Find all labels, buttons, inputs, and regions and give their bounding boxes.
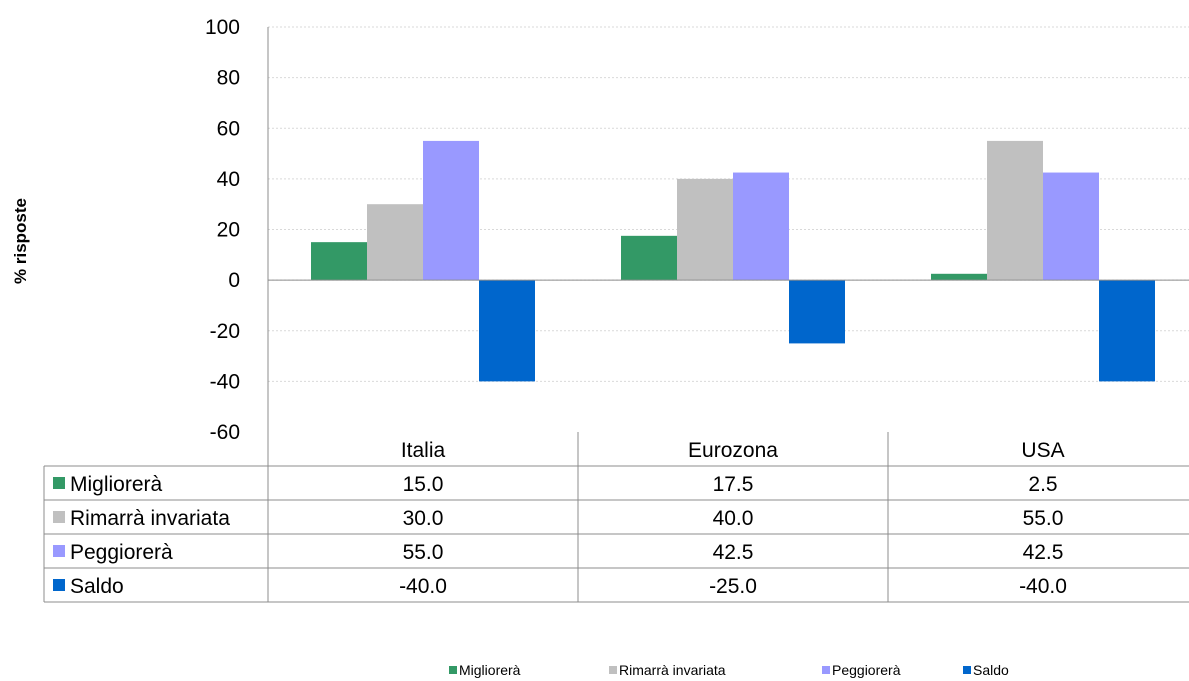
row-label: Saldo (70, 575, 124, 598)
bar-saldo-italia (479, 280, 535, 382)
legend-label: Migliorerà (459, 662, 521, 678)
bar-migliorer--eurozona (621, 235, 677, 281)
legend-key (449, 666, 457, 674)
row-legend-key (53, 477, 65, 489)
y-tick-label: 80 (217, 67, 240, 90)
bar-peggiorer--italia (423, 140, 479, 281)
row-legend-key (53, 511, 65, 523)
legend-key (609, 666, 617, 674)
y-tick-label: 40 (217, 168, 240, 191)
y-tick-label: -60 (210, 421, 240, 444)
data-label: 2.5 (1028, 473, 1057, 496)
data-label: 42.5 (713, 541, 754, 564)
data-label: -25.0 (709, 575, 757, 598)
category-label: Eurozona (688, 439, 778, 462)
y-tick-label: 0 (228, 269, 240, 292)
y-tick-label: -20 (210, 320, 240, 343)
category-label: Italia (401, 439, 446, 462)
legend-label: Rimarrà invariata (619, 662, 726, 678)
legend-label: Peggiorerà (832, 662, 901, 678)
data-label: 42.5 (1023, 541, 1064, 564)
bar-saldo-eurozona (789, 280, 845, 344)
legend-key (963, 666, 971, 674)
data-table: Italia Eurozona USA Migliorerà 15.0 17.5 2.5 Ri… (43, 432, 1189, 603)
bars (311, 140, 1155, 382)
legend: Migliorerà Rimarrà invariata Peggiorerà Sal… (449, 662, 1009, 678)
bar-rimarr-invariata-italia (367, 204, 423, 281)
data-label: 55.0 (403, 541, 444, 564)
bar-migliorer--italia (311, 242, 367, 281)
data-label: 15.0 (403, 473, 444, 496)
category-label: USA (1021, 439, 1064, 462)
axes (267, 27, 1189, 432)
bar-rimarr-invariata-usa (987, 140, 1043, 281)
row-label: Peggiorerà (70, 541, 173, 564)
data-label: 55.0 (1023, 507, 1064, 530)
y-tick-label: 60 (217, 117, 240, 140)
y-axis-label: % risposte (11, 198, 30, 284)
data-label: 40.0 (713, 507, 754, 530)
legend-key (822, 666, 830, 674)
row-legend-key (53, 545, 65, 557)
data-label: -40.0 (1019, 575, 1067, 598)
legend-label: Saldo (973, 662, 1009, 678)
data-label: 30.0 (403, 507, 444, 530)
row-label: Migliorerà (70, 473, 163, 496)
row-label: Rimarrà invariata (70, 507, 230, 530)
data-label: -40.0 (399, 575, 447, 598)
y-axis-ticks: 100 80 60 40 20 0 -20 -40 -60 (205, 16, 240, 444)
row-legend-key (53, 579, 65, 591)
bar-peggiorer--eurozona (733, 172, 789, 281)
data-label: 17.5 (713, 473, 754, 496)
bar-peggiorer--usa (1043, 172, 1099, 281)
bar-migliorer--usa (931, 273, 987, 281)
y-tick-label: 20 (217, 219, 240, 242)
bar-saldo-usa (1099, 280, 1155, 382)
y-tick-label: 100 (205, 16, 240, 39)
bar-rimarr-invariata-eurozona (677, 178, 733, 281)
y-tick-label: -40 (210, 370, 240, 393)
